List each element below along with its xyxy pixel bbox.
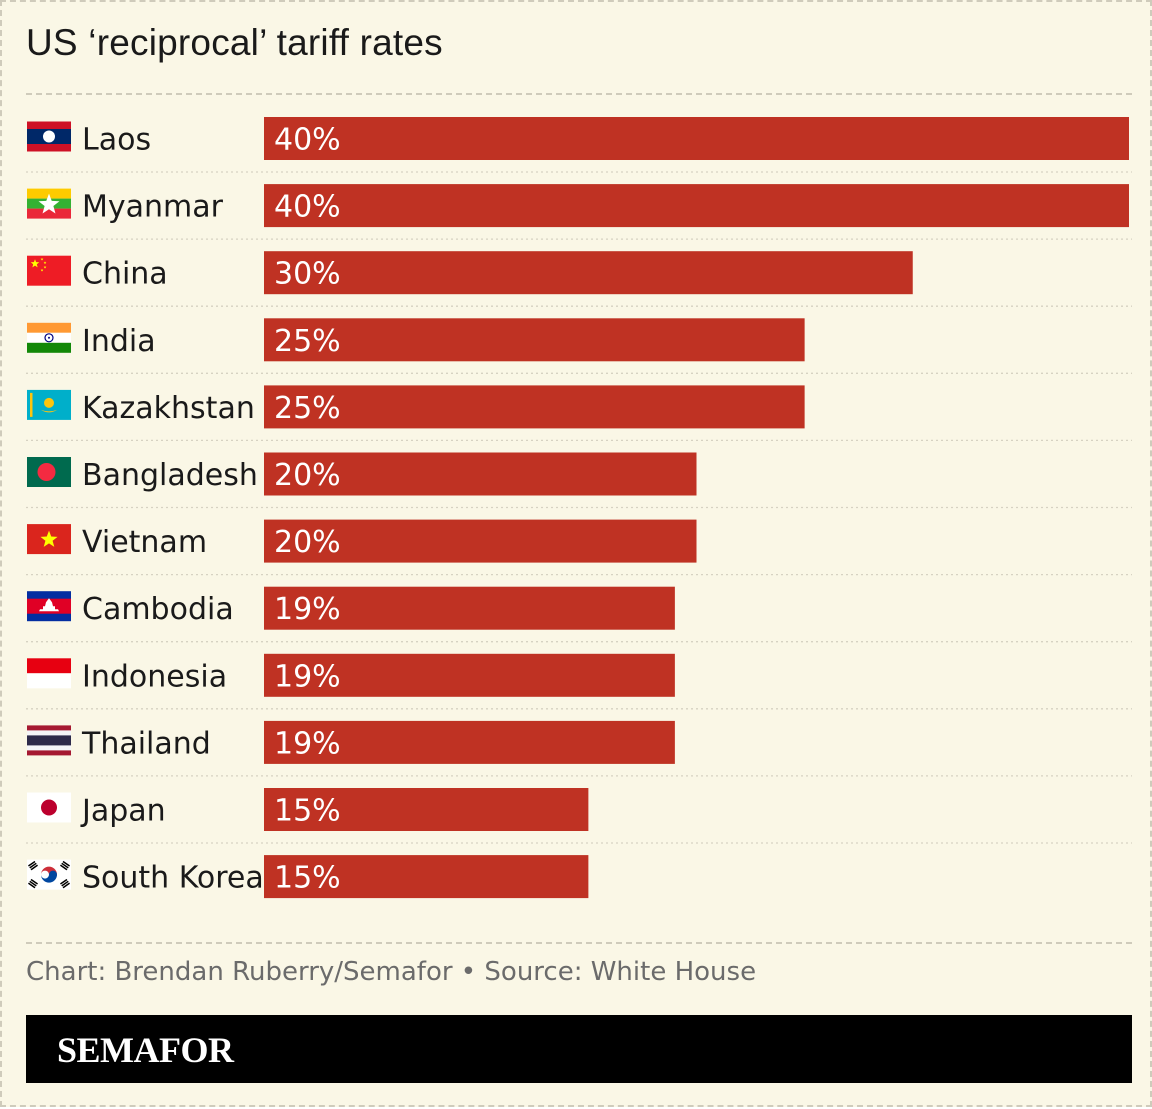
myanmar-flag-icon	[27, 188, 71, 219]
country-label: Laos	[82, 123, 151, 158]
value-label: 25%	[274, 391, 341, 426]
bar-kazakhstan	[264, 385, 805, 429]
country-label: China	[82, 257, 168, 292]
bottom-divider	[26, 942, 1132, 944]
bar-indonesia	[264, 653, 675, 697]
bar-vietnam	[264, 519, 697, 563]
country-label: Myanmar	[82, 190, 224, 225]
value-label: 40%	[274, 190, 341, 225]
bar-japan	[264, 788, 589, 831]
country-label: Cambodia	[82, 592, 234, 627]
country-label: Japan	[80, 794, 166, 829]
footer-bar: SEMAFOR	[26, 1015, 1132, 1083]
bar-india	[264, 318, 805, 362]
bar-bangladesh	[264, 452, 697, 496]
country-label: Bangladesh	[82, 458, 258, 493]
cambodia-flag-icon	[27, 591, 71, 622]
bangladesh-flag-icon	[27, 457, 71, 487]
south-korea-flag-icon	[27, 859, 71, 890]
india-flag-icon	[27, 322, 71, 353]
kazakhstan-flag-icon	[27, 389, 71, 420]
value-label: 40%	[274, 123, 341, 158]
source-note: Chart: Brendan Ruberry/Semafor • Source:…	[26, 957, 757, 987]
bar-south-korea	[264, 855, 589, 899]
value-label: 15%	[274, 861, 341, 896]
country-label: South Korea	[82, 861, 264, 896]
value-label: 15%	[274, 794, 341, 829]
china-flag-icon	[27, 255, 71, 286]
bar-thailand	[264, 720, 675, 764]
value-label: 19%	[274, 726, 341, 761]
country-label: Vietnam	[82, 525, 207, 560]
japan-flag-icon	[27, 792, 71, 823]
thailand-flag-icon	[27, 725, 71, 756]
semafor-logo: SEMAFOR	[57, 1030, 234, 1070]
vietnam-flag-icon	[27, 524, 71, 555]
top-divider	[26, 93, 1132, 95]
value-label: 20%	[274, 525, 341, 560]
bar-laos	[264, 117, 1129, 160]
chart-title: US ‘reciprocal’ tariff rates	[26, 22, 443, 63]
value-label: 30%	[274, 257, 341, 292]
laos-flag-icon	[27, 121, 71, 152]
country-label: India	[82, 324, 156, 359]
value-label: 19%	[274, 659, 341, 694]
indonesia-flag-icon	[27, 658, 71, 689]
country-label: Kazakhstan	[82, 391, 255, 426]
value-label: 25%	[274, 324, 341, 359]
value-label: 19%	[274, 592, 341, 627]
country-label: Thailand	[81, 726, 211, 761]
country-label: Indonesia	[82, 659, 227, 694]
bar-myanmar	[264, 184, 1129, 228]
bar-cambodia	[264, 586, 675, 630]
bar-china	[264, 251, 913, 295]
value-label: 20%	[274, 458, 341, 493]
